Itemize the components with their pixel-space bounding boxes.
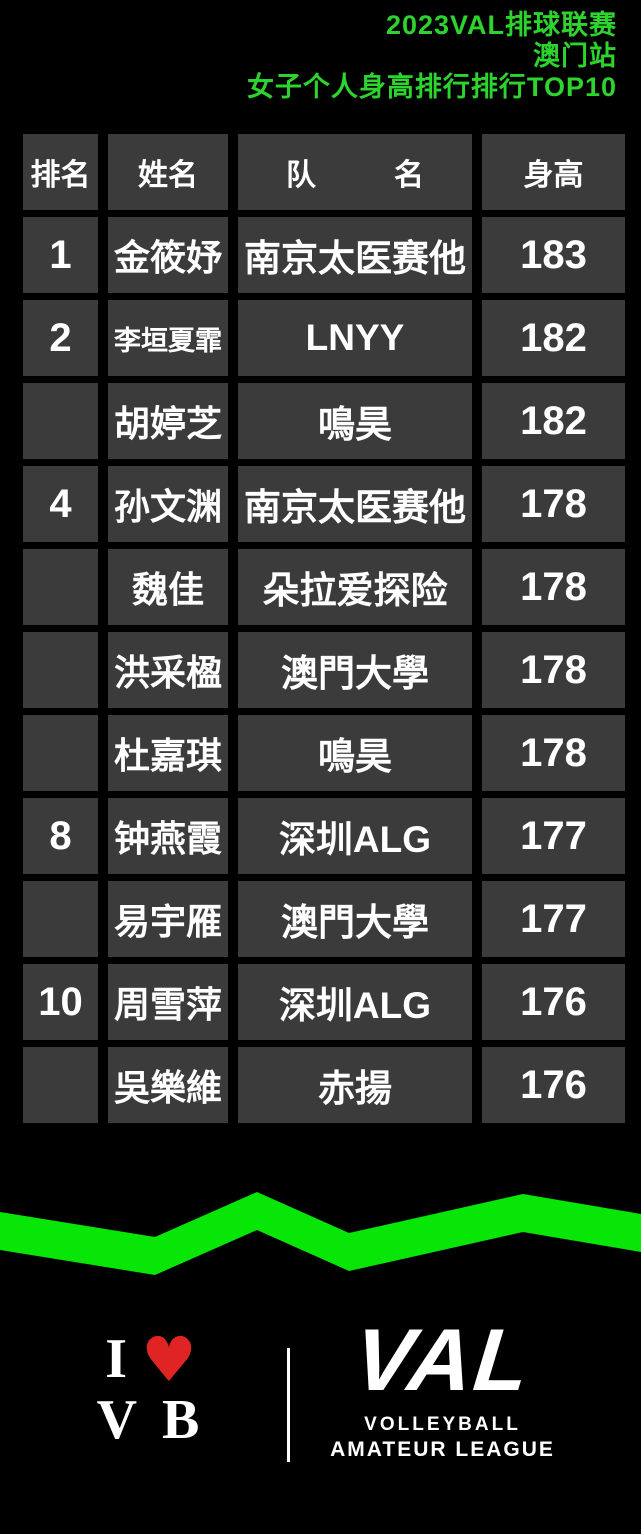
val-wordmark: VAL <box>349 1310 536 1409</box>
name-cell: 魏佳 <box>108 549 228 625</box>
ivb-letters-vb: V B <box>96 1389 206 1451</box>
name-cell: 胡婷芝 <box>108 383 228 459</box>
zigzag-divider <box>0 1192 641 1275</box>
height-cell: 178 <box>482 466 625 542</box>
val-subtitle-volleyball: VOLLEYBALL <box>364 1414 521 1435</box>
rank-cell <box>23 549 98 625</box>
height-cell: 176 <box>482 964 625 1040</box>
height-cell: 178 <box>482 632 625 708</box>
column-header-name: 姓名 <box>108 134 228 210</box>
rank-cell: 10 <box>23 964 98 1040</box>
team-cell: 南京太医赛他 <box>238 466 472 542</box>
team-cell: 鳴昊 <box>238 715 472 791</box>
team-cell: 赤揚 <box>238 1047 472 1123</box>
name-cell: 洪采楹 <box>108 632 228 708</box>
name-cell: 吳樂維 <box>108 1047 228 1123</box>
val-subtitle-amateur-league: AMATEUR LEAGUE <box>330 1438 555 1461</box>
i-love-vb-logo: I ♥ V B <box>86 1328 216 1449</box>
team-cell: 澳門大學 <box>238 632 472 708</box>
name-cell: 李垣夏霏 <box>108 300 228 376</box>
heart-icon: ♥ <box>141 1323 197 1396</box>
rank-cell: 2 <box>23 300 98 376</box>
name-cell: 孙文渊 <box>108 466 228 542</box>
rank-cell <box>23 881 98 957</box>
title-line-league: 2023VAL排球联赛 <box>385 10 617 40</box>
val-logo: VAL VOLLEYBALL AMATEUR LEAGUE <box>325 1310 560 1462</box>
column-header-team: 队名 <box>238 134 472 210</box>
height-cell: 178 <box>482 715 625 791</box>
title-line-ranking: 女子个人身高排行排行TOP10 <box>246 72 617 102</box>
rank-cell <box>23 1047 98 1123</box>
name-cell: 钟燕霞 <box>108 798 228 874</box>
poster-title: 2023VAL排球联赛 澳门站 女子个人身高排行排行TOP10 <box>247 10 617 103</box>
height-cell: 176 <box>482 1047 625 1123</box>
rank-cell <box>23 383 98 459</box>
team-cell: 鳴昊 <box>238 383 472 459</box>
height-cell: 178 <box>482 549 625 625</box>
height-cell: 177 <box>482 881 625 957</box>
rank-cell <box>23 715 98 791</box>
title-line-station: 澳门站 <box>533 41 617 71</box>
team-cell: 深圳ALG <box>238 798 472 874</box>
team-cell: LNYY <box>238 300 472 376</box>
team-cell: 澳門大學 <box>238 881 472 957</box>
height-cell: 182 <box>482 300 625 376</box>
team-cell: 深圳ALG <box>238 964 472 1040</box>
column-header-height: 身高 <box>482 134 625 210</box>
column-header-rank: 排名 <box>23 134 98 210</box>
name-cell: 周雪萍 <box>108 964 228 1040</box>
name-cell: 易宇雁 <box>108 881 228 957</box>
team-cell: 南京太医赛他 <box>238 217 472 293</box>
height-cell: 177 <box>482 798 625 874</box>
ivb-letter-i: I <box>105 1328 128 1390</box>
rank-cell: 1 <box>23 217 98 293</box>
name-cell: 杜嘉琪 <box>108 715 228 791</box>
ranking-table: 排名 姓名 队名 身高 1金筱妤南京太医赛他1832李垣夏霏LNYY182胡婷芝… <box>23 134 625 1123</box>
rank-cell <box>23 632 98 708</box>
team-cell: 朵拉爱探险 <box>238 549 472 625</box>
logo-divider-line <box>287 1348 290 1462</box>
rank-cell: 4 <box>23 466 98 542</box>
height-cell: 183 <box>482 217 625 293</box>
height-cell: 182 <box>482 383 625 459</box>
rank-cell: 8 <box>23 798 98 874</box>
name-cell: 金筱妤 <box>108 217 228 293</box>
ivb-line1: I ♥ <box>86 1328 216 1391</box>
